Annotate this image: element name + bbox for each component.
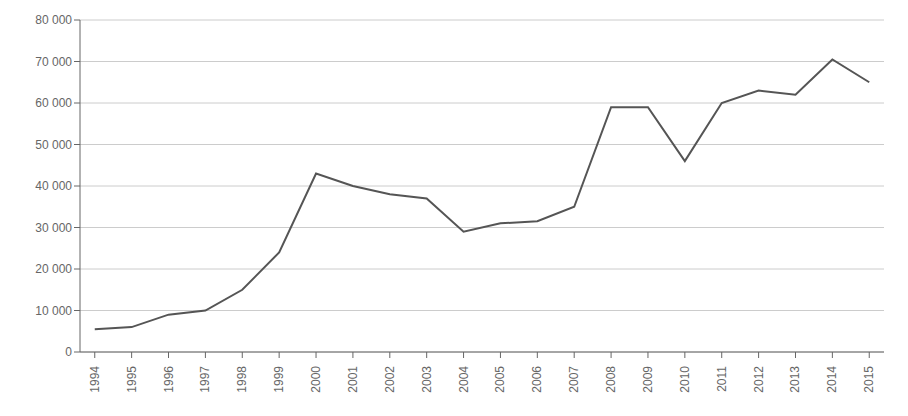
svg-text:10 000: 10 000: [35, 304, 72, 318]
svg-text:2001: 2001: [346, 366, 360, 393]
svg-text:2005: 2005: [493, 366, 507, 393]
svg-text:20 000: 20 000: [35, 262, 72, 276]
svg-text:40 000: 40 000: [35, 179, 72, 193]
svg-text:2011: 2011: [715, 366, 729, 392]
svg-text:2000: 2000: [309, 366, 323, 393]
svg-text:2007: 2007: [567, 366, 581, 393]
svg-text:2009: 2009: [641, 366, 655, 393]
svg-text:2013: 2013: [788, 366, 802, 393]
svg-text:1999: 1999: [272, 366, 286, 393]
svg-text:70 000: 70 000: [35, 55, 72, 69]
svg-text:30 000: 30 000: [35, 221, 72, 235]
svg-text:2010: 2010: [678, 366, 692, 393]
svg-text:2014: 2014: [825, 366, 839, 393]
svg-text:1996: 1996: [162, 366, 176, 393]
svg-text:80 000: 80 000: [35, 13, 72, 27]
svg-text:0: 0: [65, 345, 72, 359]
svg-text:2006: 2006: [530, 366, 544, 393]
svg-text:60 000: 60 000: [35, 96, 72, 110]
svg-text:1997: 1997: [198, 366, 212, 393]
svg-text:1998: 1998: [235, 366, 249, 393]
svg-text:2002: 2002: [383, 366, 397, 393]
svg-text:1994: 1994: [88, 366, 102, 393]
svg-text:2003: 2003: [420, 366, 434, 393]
svg-text:50 000: 50 000: [35, 138, 72, 152]
svg-text:2008: 2008: [604, 366, 618, 393]
svg-text:1995: 1995: [125, 366, 139, 393]
svg-text:2012: 2012: [752, 366, 766, 393]
svg-text:2004: 2004: [457, 366, 471, 393]
svg-text:2015: 2015: [862, 366, 876, 393]
